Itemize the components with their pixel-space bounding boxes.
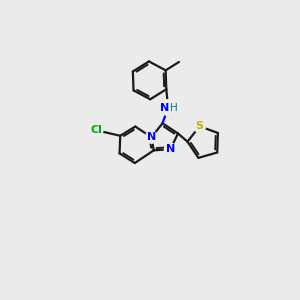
Circle shape xyxy=(194,120,206,132)
Circle shape xyxy=(160,100,176,116)
Circle shape xyxy=(90,124,103,137)
Text: Cl: Cl xyxy=(91,125,102,135)
Circle shape xyxy=(164,143,176,155)
Text: H: H xyxy=(170,103,178,112)
Text: N: N xyxy=(160,103,170,112)
Circle shape xyxy=(146,131,158,143)
Text: N: N xyxy=(147,132,156,142)
Text: S: S xyxy=(196,121,203,131)
Text: N: N xyxy=(166,144,175,154)
